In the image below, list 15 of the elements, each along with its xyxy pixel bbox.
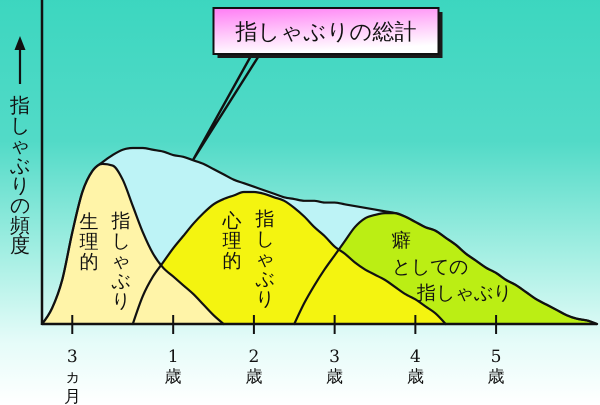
series-name: としての (392, 256, 468, 278)
series-name: 癖 (392, 229, 412, 252)
series-name: 指しゃぶり (417, 282, 512, 304)
x-tick-label: 2歳 (245, 347, 262, 388)
y-axis-title: 指しゃぶりの頻度 (10, 93, 30, 258)
x-tick-label: 1歳 (164, 347, 182, 388)
series-name: 指しゃぶり (112, 210, 130, 312)
series-name: 心理的 (222, 210, 242, 272)
x-tick-label: 3ヵ月 (64, 347, 81, 405)
annotation: 指しゃぶりの総計 (236, 20, 416, 45)
series-name: 生理的 (80, 210, 98, 273)
series-name: 指しゃぶり (256, 208, 274, 310)
x-tick-label: 3歳 (326, 347, 344, 388)
x-tick-label: 4歳 (406, 347, 424, 388)
x-tick-label: 5歳 (488, 347, 505, 388)
